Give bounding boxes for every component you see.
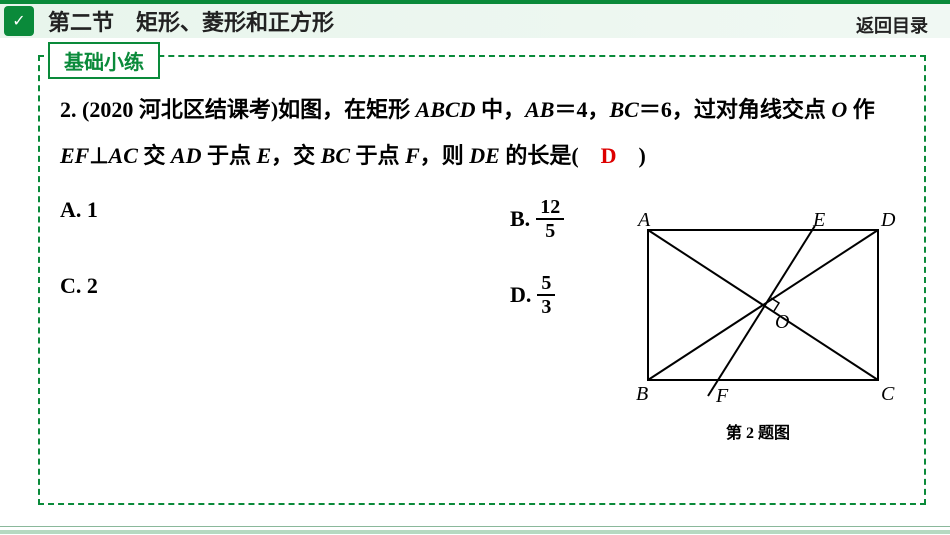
q-v15: E	[256, 143, 271, 168]
q-t14: 于点	[201, 143, 256, 168]
figure-caption: 第 2 题图	[608, 419, 908, 443]
choice-d-num: 5	[537, 273, 555, 296]
q-t18: 于点	[350, 143, 405, 168]
q-v17: BC	[321, 143, 350, 168]
logo-icon: ✓	[4, 6, 34, 36]
q-t20: ，则	[420, 143, 470, 168]
label-O: O	[775, 311, 789, 333]
label-B: B	[636, 383, 648, 405]
q-v19: F	[405, 143, 420, 168]
q-t16: ，交	[271, 143, 321, 168]
q-v11: AC	[109, 143, 138, 168]
label-E: E	[812, 209, 825, 231]
choice-a: A. 1	[60, 197, 510, 241]
q-prefix: 2. (2020 河北区结课考)如图，在矩形	[60, 97, 416, 122]
label-F: F	[715, 385, 729, 407]
q-t8: 作	[847, 97, 875, 122]
q-v5: BC	[609, 97, 638, 122]
question-text: 2. (2020 河北区结课考)如图，在矩形 ABCD 中，AB＝4，BC＝6，…	[60, 87, 904, 179]
q-v9: EF	[60, 143, 89, 168]
q-t2: 中，	[476, 97, 526, 122]
figure: A E D B F C O 第 2 题图	[608, 200, 908, 450]
q-t10: ⊥	[89, 143, 108, 168]
q-t4: ＝4，	[554, 97, 609, 122]
q-t22: 的长是(	[500, 143, 601, 168]
choice-d-den: 3	[541, 296, 551, 317]
choice-b-den: 5	[545, 220, 555, 241]
q-v13: AD	[171, 143, 202, 168]
choice-d-label: D.	[510, 282, 531, 308]
q-v21: DE	[469, 143, 500, 168]
answer-mark: D	[601, 143, 617, 168]
label-D: D	[880, 209, 896, 231]
choice-b-num: 12	[536, 197, 564, 220]
q-t12: 交	[138, 143, 171, 168]
back-link[interactable]: 返回目录	[856, 12, 928, 38]
q-v1: ABCD	[416, 97, 476, 122]
label-C: C	[881, 383, 895, 405]
page-title: 第二节 矩形、菱形和正方形	[48, 5, 334, 37]
practice-tag: 基础小练	[48, 42, 160, 79]
q-v3: AB	[525, 97, 554, 122]
q-close: )	[617, 143, 646, 168]
q-t6: ＝6，过对角线交点	[639, 97, 832, 122]
q-v7: O	[831, 97, 847, 122]
choice-c: C. 2	[60, 273, 510, 317]
choice-b-label: B.	[510, 206, 530, 232]
label-A: A	[636, 209, 651, 231]
